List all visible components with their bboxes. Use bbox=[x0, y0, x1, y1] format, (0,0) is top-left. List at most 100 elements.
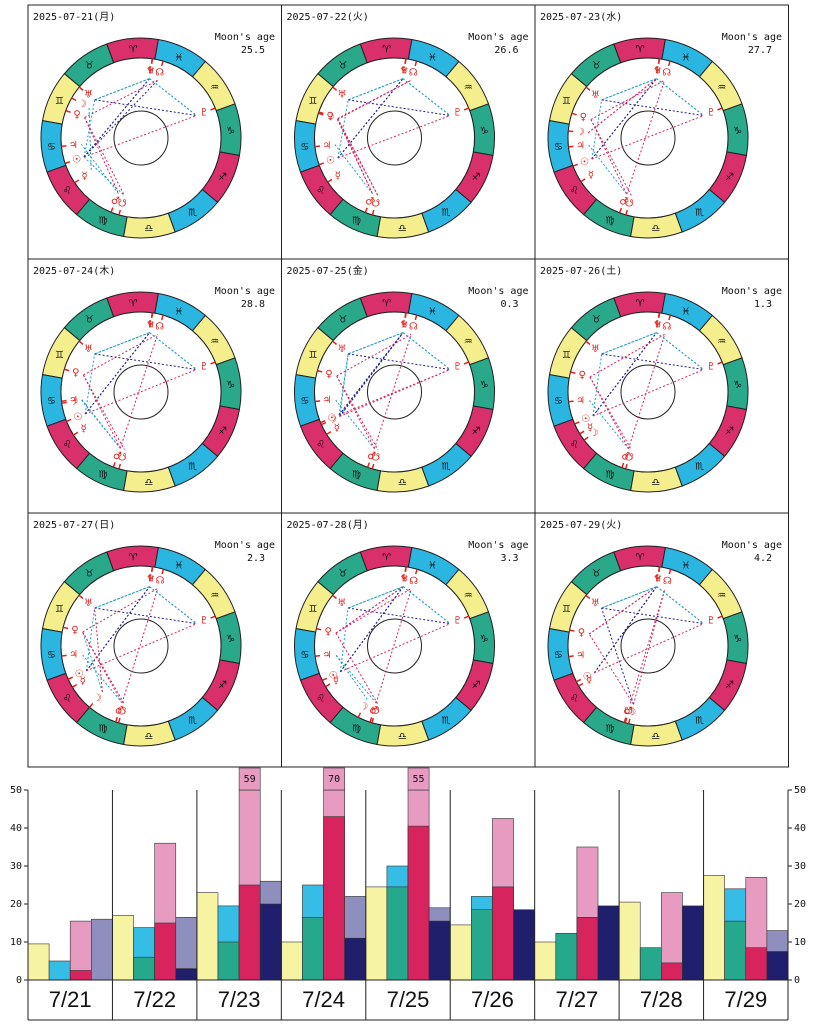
aspect-line bbox=[337, 118, 379, 196]
sign-glyph: ♒ bbox=[464, 590, 473, 601]
sign-glyph: ♐ bbox=[218, 426, 227, 437]
planet-glyph: ☉ bbox=[581, 414, 590, 425]
planet-glyph: ☽ bbox=[576, 127, 585, 138]
sign-glyph: ♉ bbox=[338, 568, 347, 579]
bar bbox=[639, 947, 662, 981]
aspect-line bbox=[587, 144, 628, 195]
planet-glyph: ☽ bbox=[69, 396, 78, 407]
sign-glyph: ♊ bbox=[562, 350, 571, 361]
sign-glyph: ♉ bbox=[338, 60, 347, 71]
sign-glyph: ♍ bbox=[98, 216, 107, 227]
sign-glyph: ♎ bbox=[651, 732, 660, 743]
planet-tick bbox=[572, 163, 579, 167]
bar bbox=[323, 816, 345, 981]
sign-glyph: ♍ bbox=[605, 470, 614, 481]
sign-glyph: ♋ bbox=[47, 650, 56, 661]
planet-tick bbox=[210, 615, 216, 619]
inner-ring bbox=[314, 57, 475, 219]
bar bbox=[449, 924, 472, 981]
planet-glyph: ☋ bbox=[118, 452, 127, 463]
planet-tick bbox=[585, 594, 591, 600]
planet-tick bbox=[110, 207, 114, 213]
planet-glyph: ☉ bbox=[583, 671, 592, 682]
aspect-line bbox=[335, 632, 378, 704]
planet-glyph: ♅ bbox=[337, 344, 346, 355]
x-tick-label: 7/22 bbox=[133, 987, 176, 1012]
aspect-line bbox=[88, 107, 92, 172]
sign-glyph: ♈ bbox=[129, 552, 138, 563]
aspect-line bbox=[402, 586, 451, 625]
planet-tick bbox=[64, 161, 71, 165]
planet-glyph: ☽ bbox=[78, 99, 87, 110]
planet-glyph: ♀ bbox=[71, 625, 78, 636]
aspect-line bbox=[94, 353, 197, 371]
planet-tick bbox=[371, 463, 375, 470]
planet-tick bbox=[67, 676, 74, 680]
y-tick-label: 10 bbox=[10, 937, 22, 948]
aspect-line bbox=[656, 78, 704, 116]
aspect-line bbox=[601, 607, 704, 625]
moon-age-label: Moon's age bbox=[468, 540, 528, 551]
planet-glyph: ☉ bbox=[327, 413, 336, 424]
planet-glyph: ☽ bbox=[627, 707, 636, 718]
moon-age-label: Moon's age bbox=[468, 286, 528, 297]
planet-tick bbox=[574, 421, 580, 425]
planet-glyph: ♃ bbox=[576, 395, 585, 406]
planet-glyph: ♇ bbox=[707, 362, 716, 373]
planet-glyph: ♂ bbox=[115, 706, 124, 717]
aspect-line bbox=[84, 117, 119, 194]
planet-tick bbox=[78, 594, 84, 600]
planet-glyph: ♅ bbox=[84, 344, 93, 355]
planet-tick bbox=[160, 314, 164, 321]
sign-glyph: ♍ bbox=[605, 216, 614, 227]
y-tick-label: 50 bbox=[10, 785, 22, 796]
planet-tick bbox=[585, 340, 591, 346]
sign-glyph: ♒ bbox=[464, 82, 473, 93]
planet-tick bbox=[150, 566, 154, 572]
sign-glyph: ♒ bbox=[210, 336, 219, 347]
aspect-line bbox=[85, 607, 96, 671]
sign-glyph: ♑ bbox=[733, 634, 742, 645]
planet-glyph: ☿ bbox=[588, 170, 594, 181]
bar bbox=[471, 909, 493, 981]
x-tick-label: 7/21 bbox=[49, 987, 92, 1012]
chart-panel: 2025-07-29(火) Moon's age 4.2 ♈ ♉ ♊ ♋ ♌ ♍ ♎ ♏ ♐ ♑ ♒ ♓ ☉ ☽… bbox=[534, 512, 789, 768]
planet-tick bbox=[314, 400, 321, 403]
chart-panel: 2025-07-24(木) Moon's age 28.8 ♈ ♉ ♊ ♋ ♌ ♍ ♎ ♏ ♐ ♑ ♒ ♓ ☉… bbox=[27, 258, 282, 514]
planet-tick bbox=[327, 178, 333, 183]
planet-glyph: ♄ bbox=[400, 320, 409, 331]
overflow-box bbox=[238, 767, 261, 791]
sign-glyph: ♈ bbox=[636, 44, 645, 55]
planet-glyph: ☋ bbox=[117, 706, 126, 717]
inner-ring bbox=[60, 57, 222, 219]
aspect-line bbox=[592, 353, 603, 416]
planet-glyph: ♅ bbox=[84, 598, 93, 609]
bar bbox=[513, 909, 535, 981]
date-label: 2025-07-23(水) bbox=[540, 11, 622, 23]
planet-tick bbox=[364, 207, 368, 213]
date-label: 2025-07-26(土) bbox=[540, 264, 622, 277]
sign-glyph: ♑ bbox=[480, 634, 489, 645]
planet-tick bbox=[463, 361, 469, 365]
planet-tick bbox=[326, 431, 332, 436]
planet-glyph: ♇ bbox=[453, 362, 462, 373]
planet-tick bbox=[315, 654, 321, 658]
sign-glyph: ♍ bbox=[352, 216, 361, 227]
sign-glyph: ♒ bbox=[717, 82, 726, 93]
planet-glyph: ♃ bbox=[69, 140, 78, 151]
sign-glyph: ♓ bbox=[175, 306, 184, 317]
planet-tick bbox=[579, 430, 585, 435]
aspect-line bbox=[149, 332, 197, 370]
planet-tick bbox=[150, 58, 154, 64]
aspect-line bbox=[337, 99, 349, 159]
planet-tick bbox=[621, 462, 625, 468]
planet-tick bbox=[463, 615, 470, 619]
planet-glyph: ♆ bbox=[653, 66, 662, 77]
sign-glyph: ♌ bbox=[570, 694, 579, 705]
planet-glyph: ♃ bbox=[323, 650, 332, 661]
planet-glyph: ♄ bbox=[653, 574, 662, 585]
overflow-box bbox=[407, 767, 430, 791]
planet-glyph: ☊ bbox=[409, 576, 418, 587]
bar bbox=[281, 941, 303, 981]
aspect-line bbox=[94, 78, 150, 101]
